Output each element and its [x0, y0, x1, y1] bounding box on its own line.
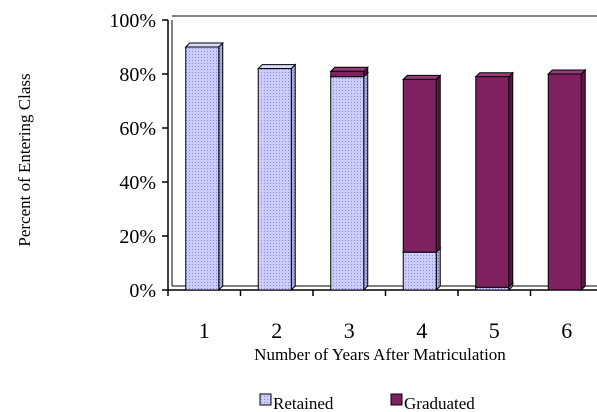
bar-retained-3 [329, 71, 369, 292]
y-tick-label: 60% [119, 118, 156, 140]
bar-graduated-4 [402, 74, 442, 254]
bar-retained-2 [257, 63, 297, 292]
bar-retained-4-side [435, 246, 441, 292]
legend-item-retained: Retained [259, 393, 334, 412]
bar-graduated-4-top [402, 74, 442, 80]
bar-graduated-4-side [435, 74, 441, 254]
plot-frame [171, 15, 597, 287]
bar-retained-4 [402, 246, 442, 292]
bar-retained-1-side [218, 41, 224, 292]
y-tick-label: 20% [119, 226, 156, 248]
bar-retained-1-front [185, 46, 220, 291]
bar-retained-3-side [363, 71, 369, 292]
x-axis: 1 2 3 4 5 6 [167, 289, 597, 343]
legend-swatch-retained [259, 393, 272, 406]
legend-label-retained: Retained [273, 394, 334, 412]
bar-graduated-5 [474, 71, 514, 289]
bar-graduated-4-front [402, 78, 437, 253]
x-tick-label: 2 [271, 318, 282, 343]
legend-item-graduated: Graduated [390, 393, 475, 412]
bar-graduated-3-front [330, 70, 365, 78]
bar-retained-2-top [257, 64, 297, 70]
y-tick-label: 40% [119, 172, 156, 194]
bar-graduated-3-top [329, 66, 369, 72]
bar-retained-1-top [184, 42, 224, 48]
bar-retained-2-front [257, 68, 292, 291]
bar-graduated-6-side [580, 68, 586, 292]
bar-retained-4-front [402, 251, 437, 291]
legend-swatch-graduated [390, 393, 403, 406]
legend: Retained Graduated [259, 393, 475, 412]
x-axis-title: Number of Years After Matriculation [254, 345, 506, 364]
y-tick-label: 0% [129, 280, 156, 302]
x-tick-label: 1 [199, 318, 210, 343]
bars [184, 41, 587, 292]
bar-retained-2-side [290, 63, 296, 292]
legend-label-graduated: Graduated [404, 394, 475, 412]
y-tick-label: 80% [119, 64, 156, 86]
x-tick-label: 6 [561, 318, 572, 343]
bar-graduated-5-side [508, 71, 514, 289]
y-axis-title: Percent of Entering Class [15, 73, 34, 246]
bar-graduated-5-front [475, 76, 510, 288]
bar-graduated-6-top [547, 69, 587, 75]
bar-graduated-6 [547, 68, 587, 292]
bar-graduated-6-front [547, 73, 582, 291]
bar-graduated-5-top [474, 72, 514, 78]
bar-graduated-3 [329, 66, 369, 78]
bar-retained-1 [184, 41, 224, 292]
y-tick-label: 100% [109, 10, 156, 32]
y-axis: 0% 20% 40% 60% 80% 100% [109, 10, 169, 302]
x-tick-label: 3 [344, 318, 355, 343]
x-tick-label: 5 [489, 318, 500, 343]
x-tick-label: 4 [416, 318, 427, 343]
bar-retained-3-front [330, 76, 365, 291]
